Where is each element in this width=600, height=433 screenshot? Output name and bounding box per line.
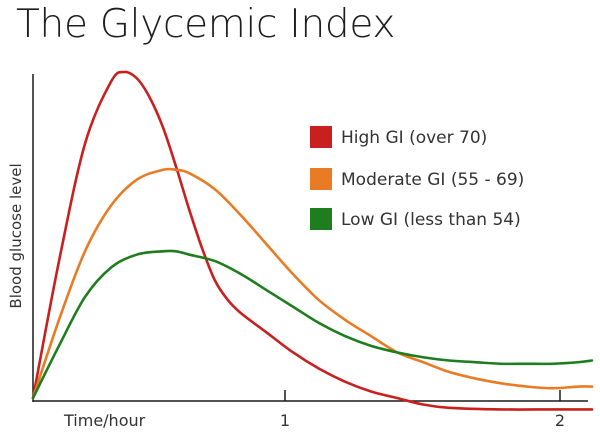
- legend: High GI (over 70) Moderate GI (55 - 69) …: [310, 126, 524, 230]
- y-axis-label: Blood glucose level: [7, 163, 25, 308]
- legend-swatch-low-gi: [310, 208, 332, 230]
- legend-label-moderate-gi: Moderate GI (55 - 69): [341, 170, 524, 190]
- legend-label-low-gi: Low GI (less than 54): [341, 210, 521, 230]
- legend-swatch-high-gi: [310, 126, 332, 148]
- x-tick-label-2: 2: [555, 411, 565, 430]
- x-axis-label: Time/hour: [63, 411, 146, 430]
- x-tick-label-1: 1: [280, 411, 290, 430]
- series-line-moderate-gi: [31, 167, 594, 400]
- legend-swatch-moderate-gi: [310, 168, 332, 190]
- legend-label-high-gi: High GI (over 70): [341, 128, 487, 148]
- chart-title: The Glycemic Index: [16, 2, 396, 47]
- series-line-low-gi: [31, 249, 594, 400]
- series-line-high-gi: [31, 70, 594, 411]
